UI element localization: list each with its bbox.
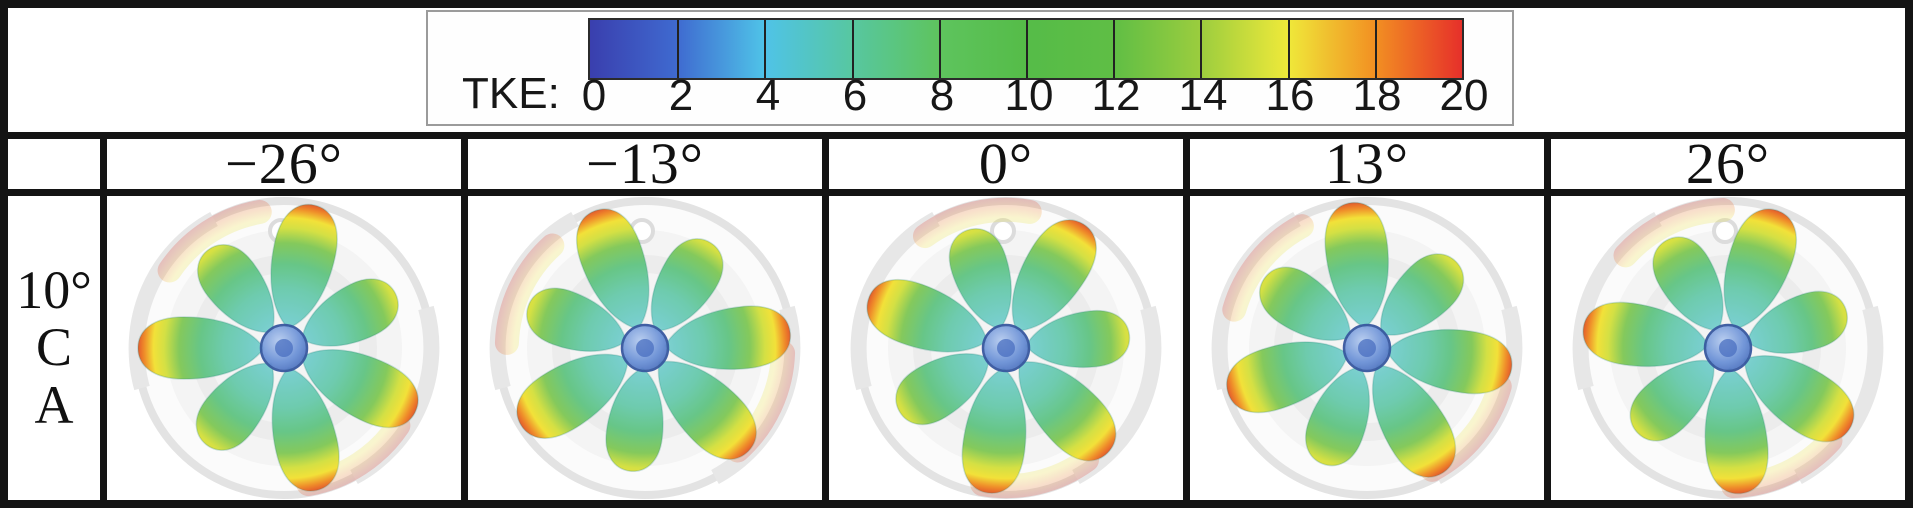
colorbar-tick-0: 0 bbox=[581, 71, 607, 120]
colorbar-tick-18: 18 bbox=[1352, 71, 1402, 120]
column-header-26: 26° bbox=[1551, 139, 1905, 189]
colorbar-tick-14: 14 bbox=[1178, 71, 1228, 120]
column-header-13: 13° bbox=[1190, 139, 1544, 189]
tke-isosurface-image bbox=[1551, 196, 1905, 500]
row-label-line-2: C bbox=[35, 317, 73, 378]
colorbar-tick-4: 4 bbox=[755, 71, 781, 120]
panel-iso-surface-26 bbox=[1551, 196, 1905, 500]
colorbar bbox=[588, 18, 1464, 80]
colorbar-legend-band: TKE: 0 2 4 6 8 10 12 14 16 18 20 bbox=[8, 8, 1905, 139]
colorbar-tick-10: 10 bbox=[1004, 71, 1054, 120]
colorbar-tick-6: 6 bbox=[842, 71, 868, 120]
column-header-minus-13: −13° bbox=[468, 139, 822, 189]
colorbar-title: TKE: bbox=[462, 69, 560, 118]
panel-iso-surface-minus-13 bbox=[468, 196, 822, 500]
tke-isosurface-image bbox=[829, 196, 1183, 500]
colorbar-tick-16: 16 bbox=[1265, 71, 1315, 120]
column-header-minus-26: −26° bbox=[107, 139, 461, 189]
column-header-0: 0° bbox=[829, 139, 1183, 189]
corner-cell bbox=[8, 139, 100, 189]
colorbar-tick-12: 12 bbox=[1091, 71, 1141, 120]
panel-table: −26° −13° 0° 13° 26° 10° C A bbox=[8, 139, 1905, 500]
colorbar-tick-8: 8 bbox=[929, 71, 955, 120]
colorbar-legend-box: TKE: 0 2 4 6 8 10 12 14 16 18 20 bbox=[426, 10, 1514, 126]
panel-iso-surface-0 bbox=[829, 196, 1183, 500]
tke-isosurface-image bbox=[107, 196, 461, 500]
panel-iso-surface-13 bbox=[1190, 196, 1544, 500]
colorbar-tick-20: 20 bbox=[1439, 71, 1489, 120]
tke-isosurface-image bbox=[1190, 196, 1544, 500]
tke-isosurface-image bbox=[468, 196, 822, 500]
row-label-line-3: A bbox=[34, 374, 74, 435]
panel-iso-surface-minus-26 bbox=[107, 196, 461, 500]
row-label-line-1: 10° bbox=[16, 260, 92, 321]
colorbar-tick-2: 2 bbox=[668, 71, 694, 120]
row-header-10ca: 10° C A bbox=[8, 196, 100, 500]
